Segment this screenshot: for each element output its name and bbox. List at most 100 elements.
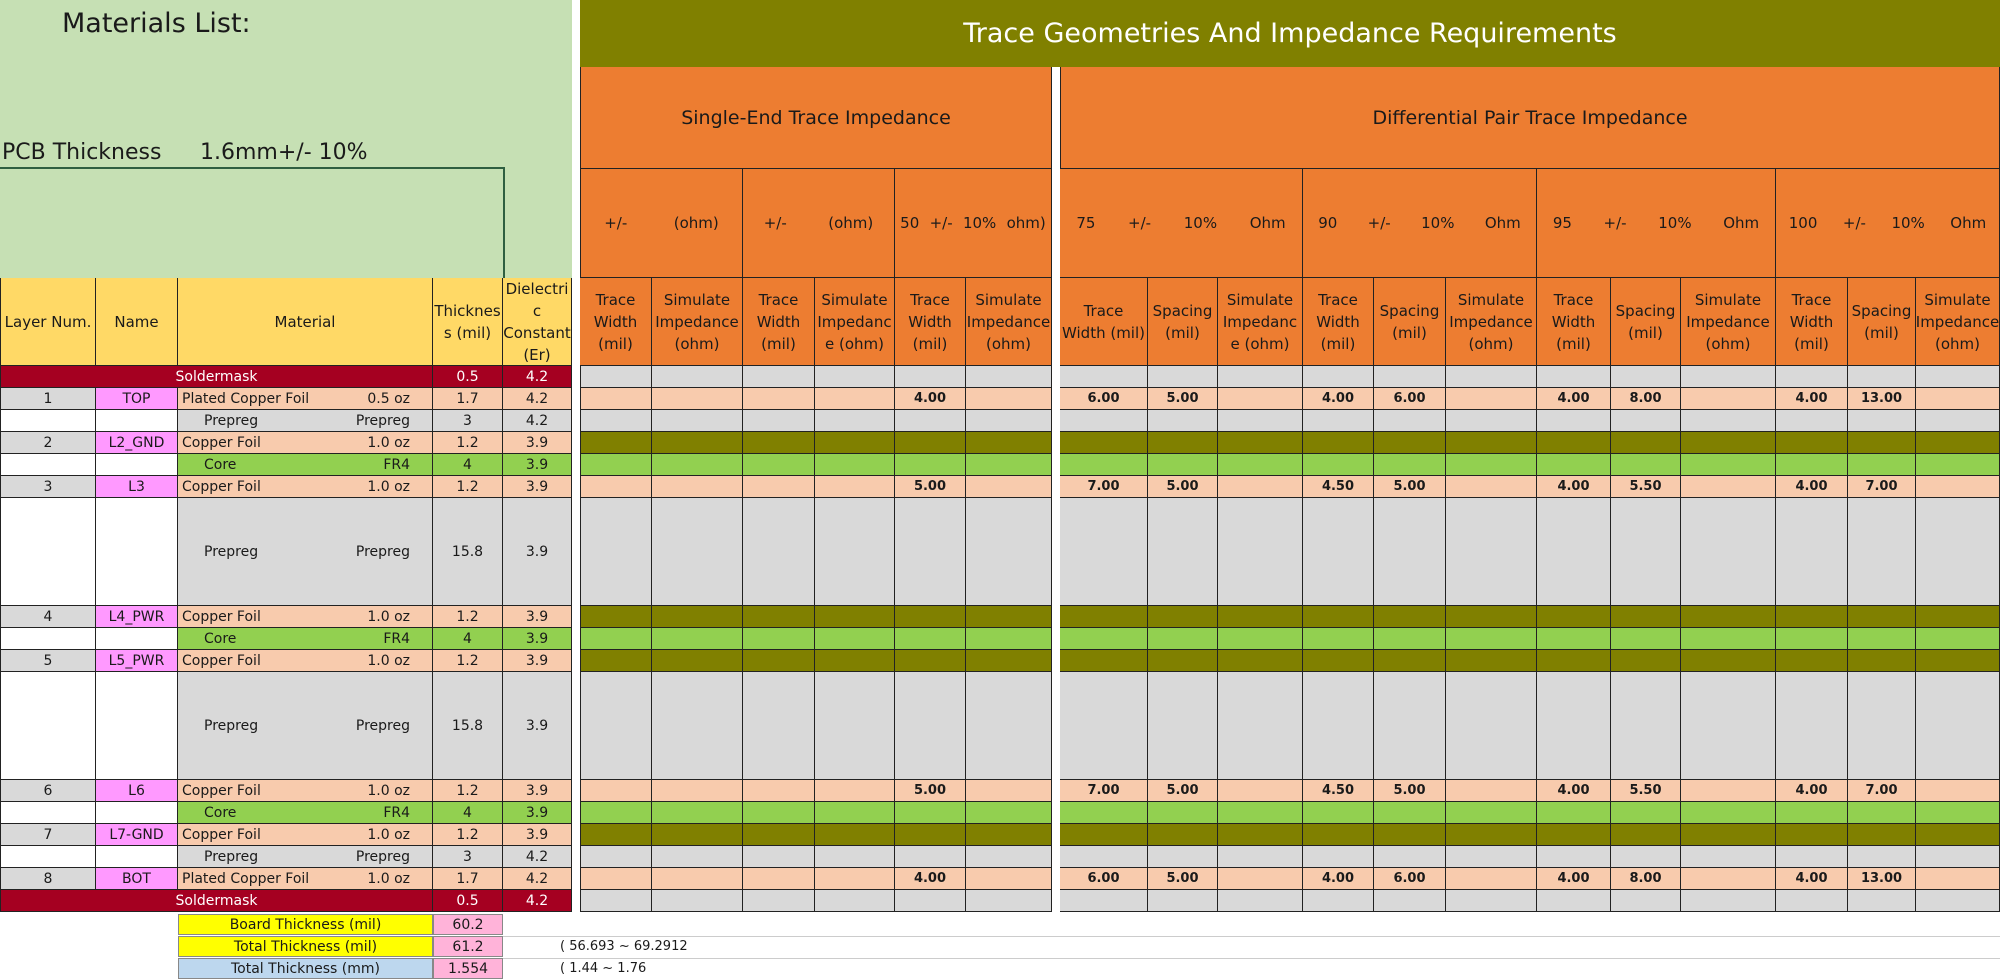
impedance-cell bbox=[1218, 824, 1303, 846]
dielectric-cell: 4.2 bbox=[503, 846, 572, 868]
impedance-cell bbox=[743, 454, 815, 476]
impedance-cell bbox=[1218, 476, 1303, 498]
impedance-cell bbox=[1148, 824, 1218, 846]
column-header: Simulate Impedance (ohm) bbox=[1446, 278, 1537, 366]
impedance-cell bbox=[1916, 628, 2000, 650]
impedance-cell bbox=[1303, 366, 1374, 388]
impedance-cell bbox=[1148, 410, 1218, 432]
spec-token: Ohm bbox=[1723, 214, 1760, 232]
impedance-cell: 5.50 bbox=[1611, 476, 1681, 498]
impedance-cell bbox=[1681, 650, 1776, 672]
impedance-cell bbox=[1218, 672, 1303, 780]
section-divider bbox=[572, 0, 580, 979]
impedance-cell bbox=[1303, 846, 1374, 868]
layer-num-cell: 4 bbox=[0, 606, 96, 628]
impedance-cell bbox=[580, 366, 652, 388]
impedance-cell bbox=[652, 498, 743, 606]
impedance-cell: 4.50 bbox=[1303, 780, 1374, 802]
impedance-cell bbox=[743, 890, 815, 912]
impedance-cell bbox=[815, 454, 895, 476]
material-spec: Prepreg bbox=[355, 412, 410, 429]
impedance-cell bbox=[966, 476, 1052, 498]
material-spec: 1.0 oz bbox=[367, 652, 410, 669]
impedance-cell bbox=[580, 454, 652, 476]
impedance-cell bbox=[1374, 672, 1446, 780]
impedance-cell bbox=[580, 672, 652, 780]
impedance-cell bbox=[1916, 824, 2000, 846]
dielectric-cell: 4.2 bbox=[503, 410, 572, 432]
impedance-cell bbox=[966, 846, 1052, 868]
impedance-cell bbox=[1446, 890, 1537, 912]
layer-num-cell bbox=[0, 410, 96, 432]
impedance-cell bbox=[1681, 432, 1776, 454]
impedance-cell bbox=[1537, 366, 1611, 388]
impedance-cell bbox=[1303, 410, 1374, 432]
impedance-cell bbox=[815, 388, 895, 410]
layer-num-cell bbox=[0, 672, 96, 780]
column-header: Material bbox=[178, 278, 433, 366]
impedance-cell bbox=[1681, 606, 1776, 628]
impedance-cell: 4.00 bbox=[1303, 868, 1374, 890]
material-cell: Prepreg Prepreg bbox=[178, 846, 433, 868]
impedance-cell bbox=[966, 650, 1052, 672]
impedance-spec-header: +/- (ohm) bbox=[743, 169, 895, 278]
impedance-cell bbox=[1060, 432, 1148, 454]
spec-token: Ohm bbox=[1249, 214, 1286, 232]
impedance-cell bbox=[1848, 672, 1916, 780]
impedance-cell bbox=[1148, 890, 1218, 912]
impedance-cell bbox=[1916, 780, 2000, 802]
dielectric-cell: 3.9 bbox=[503, 672, 572, 780]
spec-token: 50 bbox=[900, 214, 920, 232]
material-name: Prepreg bbox=[204, 543, 259, 560]
summary-value: 1.554 bbox=[433, 958, 503, 979]
impedance-cell bbox=[1303, 890, 1374, 912]
impedance-cell bbox=[580, 476, 652, 498]
material-cell: Core FR4 bbox=[178, 802, 433, 824]
impedance-cell bbox=[1848, 650, 1916, 672]
impedance-cell bbox=[1446, 476, 1537, 498]
impedance-cell bbox=[895, 606, 966, 628]
impedance-cell: 8.00 bbox=[1611, 388, 1681, 410]
material-spec: 1.0 oz bbox=[367, 434, 410, 451]
impedance-cell bbox=[743, 868, 815, 890]
layer-name-cell bbox=[96, 410, 178, 432]
impedance-cell bbox=[1776, 802, 1848, 824]
impedance-cell bbox=[652, 802, 743, 824]
material-spec: FR4 bbox=[383, 804, 410, 821]
spec-token: (ohm) bbox=[828, 214, 874, 232]
impedance-cell bbox=[966, 498, 1052, 606]
impedance-cell bbox=[1611, 366, 1681, 388]
impedance-cell bbox=[1218, 846, 1303, 868]
impedance-cell bbox=[1446, 824, 1537, 846]
dielectric-cell: 3.9 bbox=[503, 824, 572, 846]
impedance-cell bbox=[1446, 846, 1537, 868]
spec-token: +/- bbox=[1128, 214, 1152, 232]
differential-group-header: Differential Pair Trace Impedance bbox=[1060, 67, 2000, 169]
layer-name-cell bbox=[96, 628, 178, 650]
impedance-cell bbox=[1681, 366, 1776, 388]
material-name: Prepreg bbox=[204, 717, 259, 734]
impedance-cell bbox=[1537, 672, 1611, 780]
impedance-cell bbox=[966, 802, 1052, 824]
column-header: Simulate Impedance (ohm) bbox=[966, 278, 1052, 366]
layer-num-cell bbox=[0, 846, 96, 868]
dielectric-cell: 4.2 bbox=[503, 366, 572, 388]
impedance-cell bbox=[1218, 432, 1303, 454]
column-header: Trace Width (mil) bbox=[1303, 278, 1374, 366]
impedance-cell: 7.00 bbox=[1060, 476, 1148, 498]
thickness-cell: 1.2 bbox=[433, 780, 503, 802]
impedance-cell bbox=[652, 476, 743, 498]
column-header: Trace Width (mil) bbox=[743, 278, 815, 366]
impedance-spec-header: 95 +/- 10% Ohm bbox=[1537, 169, 1776, 278]
impedance-cell bbox=[966, 366, 1052, 388]
impedance-cell bbox=[1611, 628, 1681, 650]
impedance-cell bbox=[895, 410, 966, 432]
impedance-cell bbox=[652, 650, 743, 672]
spec-token: 10% bbox=[1658, 214, 1692, 232]
material-name: Copper Foil bbox=[182, 608, 261, 625]
impedance-cell bbox=[652, 780, 743, 802]
impedance-cell: 5.50 bbox=[1611, 780, 1681, 802]
impedance-cell bbox=[1611, 890, 1681, 912]
impedance-cell bbox=[1611, 802, 1681, 824]
impedance-cell bbox=[1776, 454, 1848, 476]
